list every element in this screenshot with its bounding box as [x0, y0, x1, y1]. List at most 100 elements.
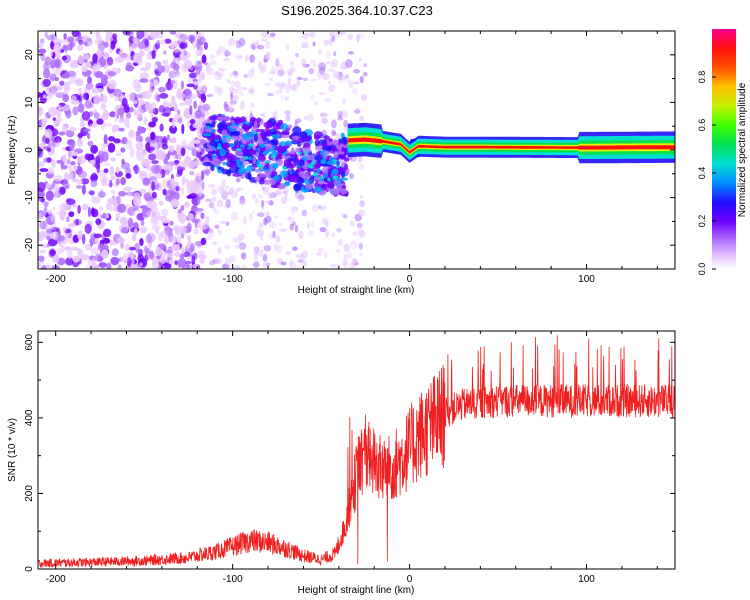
spectrogram-cell [216, 146, 223, 150]
spectrogram-cell [83, 128, 91, 132]
spectrogram-cell [337, 110, 343, 117]
spectrogram-cell [234, 39, 239, 43]
spectrogram-cell [55, 92, 65, 99]
spectrogram-cell [350, 240, 358, 249]
spectrogram-cell [224, 48, 229, 58]
spectrogram-cell [250, 67, 256, 73]
spectrogram-cell [196, 92, 200, 98]
spectrogram-cell [235, 54, 243, 60]
spectrogram-cell [139, 226, 148, 234]
spectrogram-y-tick-label: 0 [24, 147, 35, 153]
spectrogram-cell [168, 80, 176, 84]
spectrogram-x-tick-label: -200 [46, 274, 66, 285]
spectrogram-cell [142, 177, 151, 186]
spectrogram-cell [257, 164, 264, 168]
spectrogram-cell [242, 86, 248, 91]
spectrogram-cell [223, 142, 228, 151]
spectrogram-cell [189, 118, 196, 125]
spectrogram-cell [171, 48, 181, 53]
spectrogram-cell [333, 151, 339, 159]
spectrogram-cell [133, 94, 143, 99]
spectrogram-cell [269, 221, 277, 229]
spectrogram-cell [43, 115, 48, 124]
spectrogram-cell [49, 59, 59, 68]
spectrogram-cell [81, 203, 89, 211]
spectrogram-cell [72, 255, 80, 263]
spectrogram-cell [85, 265, 95, 269]
spectrogram-cell [166, 163, 172, 170]
spectrogram-cell [242, 216, 247, 225]
spectrogram-cell [244, 54, 250, 62]
spectrogram-cell [113, 138, 121, 144]
spectrogram-cell [153, 142, 158, 149]
spectrogram-cell [343, 243, 351, 253]
spectrogram-cell [39, 38, 45, 44]
spectrogram-cell [70, 150, 74, 157]
spectrogram-cell [100, 175, 110, 184]
snr-frame [37, 330, 676, 570]
spectrogram-cell [127, 190, 131, 197]
spectrogram-cell [285, 140, 292, 146]
spectrogram-cell [117, 107, 125, 116]
spectrogram-cell [326, 146, 333, 152]
spectrogram-cell [104, 41, 109, 48]
spectrogram-cell [215, 258, 222, 265]
spectrogram-cell [96, 44, 106, 51]
spectrogram-cell [201, 38, 206, 43]
spectrogram-cell [283, 110, 292, 115]
spectrogram-cell [93, 233, 102, 239]
spectrogram-cell [243, 156, 249, 160]
spectrogram-cell [353, 262, 360, 266]
spectrogram-cell [281, 130, 290, 136]
spectrogram-cell [78, 95, 82, 102]
spectrogram-cell [205, 111, 210, 117]
spectrogram-cell [162, 138, 167, 144]
spectrogram-cell [205, 122, 211, 127]
spectrogram-cell [359, 200, 366, 207]
spectrogram-cell [151, 181, 156, 191]
spectrogram-cell [81, 184, 86, 195]
spectrogram-cell [311, 204, 319, 213]
spectrogram-cell [236, 158, 241, 167]
spectrogram-cell [55, 119, 61, 124]
spectrogram-cell [332, 70, 340, 79]
spectrogram-cell [175, 144, 182, 154]
spectrogram-cell [177, 208, 182, 214]
spectrogram-cell [224, 257, 231, 267]
spectrogram-cell [264, 200, 271, 204]
spectrogram-cell [239, 85, 243, 93]
spectrogram-cell [108, 199, 118, 205]
spectrogram-cell [287, 216, 295, 224]
spectrogram-cell [61, 74, 68, 79]
spectrogram-cell [231, 130, 241, 136]
spectrogram-cell [271, 113, 278, 120]
spectrogram-cell [44, 128, 53, 139]
spectrogram-cell [294, 266, 301, 269]
spectrogram-cell [52, 37, 62, 45]
spectrogram-cell [229, 80, 236, 87]
spectrogram-cell [140, 219, 145, 227]
spectrogram-cell [295, 169, 300, 174]
spectrogram-cell [61, 55, 68, 61]
spectrogram-cell [213, 210, 221, 214]
spectrogram-cell [77, 44, 84, 52]
spectrogram-cell [260, 133, 267, 139]
spectrogram-cell [327, 177, 331, 182]
spectrogram-cell [320, 178, 324, 182]
spectrogram-cell [70, 246, 80, 251]
spectrogram-cell [62, 93, 70, 103]
spectrogram-cell [312, 63, 317, 67]
spectrogram-cell [253, 120, 258, 128]
spectrogram-cell [310, 78, 317, 82]
spectrogram-cell [75, 218, 79, 226]
spectrogram-cell [217, 86, 223, 96]
spectrogram-cell [159, 92, 169, 99]
spectrogram-cell [221, 179, 226, 187]
spectrogram-cell [266, 130, 271, 137]
snr-x-tick-label: -200 [46, 574, 66, 585]
spectrogram-cell [248, 88, 255, 94]
spectrogram-cell [110, 157, 117, 162]
spectrogram-cell [286, 68, 294, 76]
spectrogram-cell [118, 127, 125, 132]
spectrogram-cell [192, 139, 201, 144]
